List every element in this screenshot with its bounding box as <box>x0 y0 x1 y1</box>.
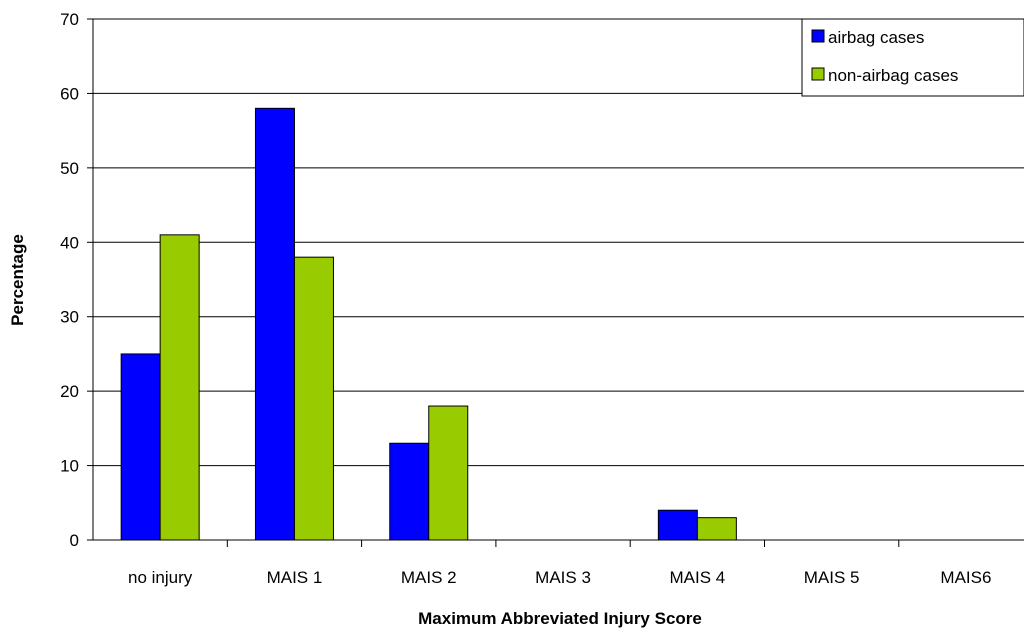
bars <box>120 107 737 541</box>
bar-non-airbag <box>428 405 469 541</box>
x-axis-title: Maximum Abbreviated Injury Score <box>418 609 702 628</box>
y-tick-label: 40 <box>60 233 79 252</box>
legend-swatch-airbag <box>811 29 825 43</box>
x-tick-label: MAIS 3 <box>535 568 591 587</box>
bar-airbag <box>389 442 430 541</box>
legend-label-airbag: airbag cases <box>828 28 924 47</box>
axes <box>92 19 1024 541</box>
tick-labels: 0 10 20 30 40 50 60 70 no injury MAIS 1 MAIS 2 MAIS… <box>60 10 991 587</box>
x-tick-label: MAIS 4 <box>669 568 725 587</box>
bar-non-airbag <box>293 256 334 541</box>
y-tick-label: 30 <box>60 308 79 327</box>
y-tick-label: 0 <box>70 531 79 550</box>
bar-airbag <box>120 353 161 541</box>
bar-airbag <box>657 509 698 541</box>
legend: airbag cases non-airbag cases <box>801 18 1024 97</box>
y-axis-title: Percentage <box>8 234 27 326</box>
y-tick-label: 20 <box>60 382 79 401</box>
x-tick-label: MAIS 1 <box>267 568 323 587</box>
y-tick-label: 10 <box>60 457 79 476</box>
legend-label-non-airbag: non-airbag cases <box>828 66 958 85</box>
bar-airbag <box>254 107 295 541</box>
legend-box <box>801 18 1024 97</box>
x-tick-label: MAIS 5 <box>804 568 860 587</box>
x-tick-label: MAIS6 <box>940 568 991 587</box>
y-tick-label: 70 <box>60 10 79 29</box>
bar-non-airbag <box>159 234 200 541</box>
legend-swatch-non-airbag <box>811 67 825 81</box>
x-tick-label: MAIS 2 <box>401 568 457 587</box>
x-tick-label: no injury <box>128 568 193 587</box>
gridlines <box>93 18 1024 467</box>
ticks <box>87 18 900 547</box>
bar-non-airbag <box>696 517 737 541</box>
y-tick-label: 50 <box>60 159 79 178</box>
y-tick-label: 60 <box>60 84 79 103</box>
